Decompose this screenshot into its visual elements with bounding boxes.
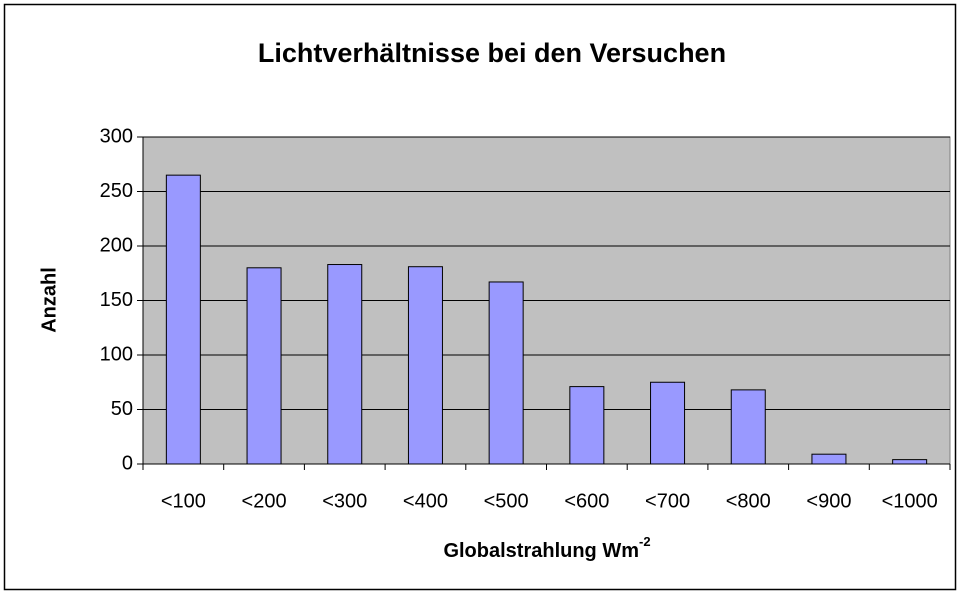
x-tick-label: <1000 xyxy=(882,490,938,512)
bar xyxy=(730,389,766,465)
x-tick-label: <300 xyxy=(322,490,367,512)
y-tick-label: 150 xyxy=(100,289,133,311)
x-axis-label-superscript: -2 xyxy=(639,534,651,549)
x-tick-label: <600 xyxy=(564,490,609,512)
x-tick-label: <100 xyxy=(161,490,206,512)
x-tick-label: <500 xyxy=(484,490,529,512)
bar xyxy=(811,453,847,465)
bar xyxy=(569,386,605,465)
x-tick-label: <800 xyxy=(726,490,771,512)
bar xyxy=(892,459,928,465)
bar xyxy=(650,381,686,465)
x-axis-label: Globalstrahlung Wm-2 xyxy=(443,534,650,562)
y-tick-label: 300 xyxy=(100,125,133,147)
y-tick-label: 250 xyxy=(100,180,133,202)
y-tick-label: 200 xyxy=(100,234,133,256)
y-tick-label: 50 xyxy=(111,398,133,420)
bar xyxy=(165,174,201,465)
bar xyxy=(246,267,282,465)
bar xyxy=(327,264,363,465)
bar xyxy=(407,266,443,465)
y-tick-label: 0 xyxy=(122,452,133,474)
x-tick-label: <200 xyxy=(242,490,287,512)
chart-title: Lichtverhältnisse bei den Versuchen xyxy=(258,38,726,68)
y-axis-label: Anzahl xyxy=(38,267,60,333)
bar xyxy=(488,281,524,465)
x-tick-label: <900 xyxy=(806,490,851,512)
x-tick-label: <700 xyxy=(645,490,690,512)
y-tick-label: 100 xyxy=(100,343,133,365)
x-axis-label-main: Globalstrahlung Wm xyxy=(443,540,639,562)
x-tick-label: <400 xyxy=(403,490,448,512)
